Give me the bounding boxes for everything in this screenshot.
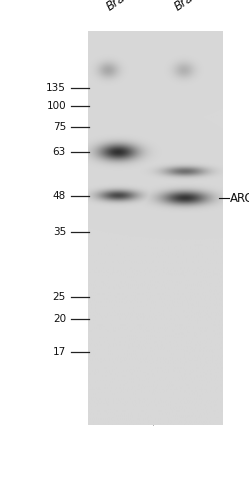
Text: 48: 48	[53, 191, 66, 200]
Text: 63: 63	[53, 147, 66, 157]
Text: 75: 75	[53, 122, 66, 132]
Text: Brain: Brain	[172, 0, 204, 14]
Text: 17: 17	[53, 347, 66, 356]
Text: ARC: ARC	[230, 192, 249, 204]
Text: 25: 25	[53, 292, 66, 302]
Text: 135: 135	[46, 83, 66, 93]
Text: 100: 100	[46, 101, 66, 111]
Bar	[88, 31, 223, 425]
Text: Brain: Brain	[104, 0, 137, 14]
Text: 35: 35	[53, 227, 66, 237]
Text: 20: 20	[53, 314, 66, 324]
